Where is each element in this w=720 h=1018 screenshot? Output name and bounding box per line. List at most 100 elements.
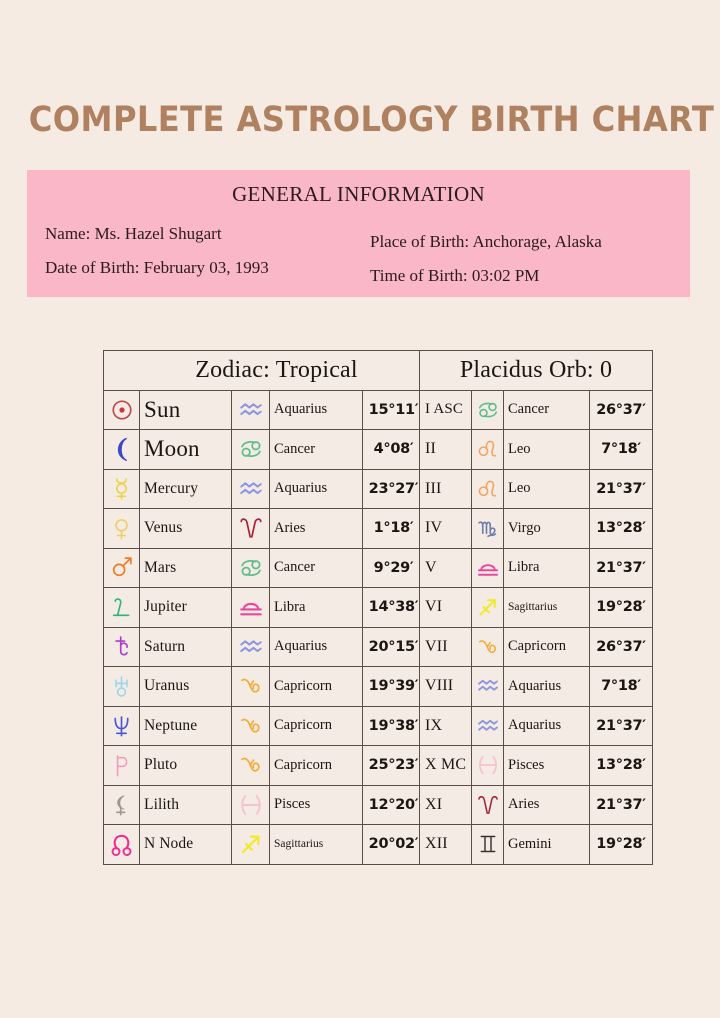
- house-number: XI: [419, 784, 472, 825]
- house-number: X MC: [419, 745, 472, 786]
- mars-symbol: [103, 547, 140, 588]
- lilith-symbol: [103, 784, 140, 825]
- place-of-birth-field: Place of Birth: Anchorage, Alaska: [370, 232, 602, 251]
- uranus-symbol: [103, 666, 140, 707]
- page-title: COMPLETE ASTROLOGY BIRTH CHART: [28, 100, 715, 140]
- planet-name: Sun: [139, 389, 232, 430]
- house-number: VII: [419, 626, 472, 667]
- table-row: Sun Aquarius 15°11′: [103, 389, 451, 430]
- house-number: V: [419, 547, 472, 588]
- north-node-symbol: [103, 824, 140, 865]
- moon-symbol: [103, 429, 140, 470]
- degree-value: 15°11′: [362, 389, 425, 430]
- zodiac-sign: Capricorn: [503, 626, 590, 667]
- degree-value: 19°39′: [362, 666, 425, 707]
- planet-name: Moon: [139, 429, 232, 470]
- time-of-birth-field: Time of Birth: 03:02 PM: [370, 266, 540, 285]
- zodiac-sign: Aquarius: [269, 389, 363, 430]
- zodiac-sign: Libra: [503, 547, 590, 588]
- degree-value: 13°28′: [588, 745, 654, 786]
- table-row: N Node Sagittarius 20°02′: [103, 824, 451, 865]
- planets-table: Zodiac: Tropical Sun Aquarius 15°11′ Moon Ca…: [102, 350, 451, 865]
- zodiac-sign: Sagittarius: [503, 587, 590, 628]
- neptune-symbol: [103, 705, 140, 746]
- leo-symbol: [471, 429, 504, 470]
- degree-value: 9°29′: [362, 547, 425, 588]
- degree-value: 1°18′: [362, 508, 425, 549]
- zodiac-sign: Aries: [269, 508, 363, 549]
- planet-name: Mercury: [139, 468, 232, 509]
- degree-value: 20°02′: [362, 824, 425, 865]
- virgo-symbol: [471, 508, 504, 549]
- aries-symbol: [231, 508, 270, 549]
- table-row: Mars Cancer 9°29′: [103, 547, 451, 588]
- house-number: IX: [419, 705, 472, 746]
- table-row: Moon Cancer 4°08′: [103, 429, 451, 470]
- jupiter-symbol: [103, 587, 140, 628]
- zodiac-sign: Capricorn: [269, 705, 363, 746]
- zodiac-sign: Pisces: [269, 784, 363, 825]
- zodiac-sign: Cancer: [269, 429, 363, 470]
- table-row: Venus Aries 1°18′: [103, 508, 451, 549]
- pisces-symbol: [471, 745, 504, 786]
- planet-name: Uranus: [139, 666, 232, 707]
- capricorn-symbol: [231, 745, 270, 786]
- zodiac-sign: Aries: [503, 784, 590, 825]
- degree-value: 19°28′: [588, 824, 654, 865]
- degree-value: 21°37′: [588, 705, 654, 746]
- capricorn-symbol: [231, 666, 270, 707]
- sun-symbol: [103, 389, 140, 430]
- table-row: VIII Aquarius 7°18′: [419, 666, 654, 707]
- table-row: IX Aquarius 21°37′: [419, 705, 654, 746]
- zodiac-sign: Virgo: [503, 508, 590, 549]
- house-number: VI: [419, 587, 472, 628]
- planet-name: Pluto: [139, 745, 232, 786]
- pisces-symbol: [231, 784, 270, 825]
- zodiac-sign: Aquarius: [503, 666, 590, 707]
- planet-name: Saturn: [139, 626, 232, 667]
- house-number: I ASC: [419, 389, 472, 430]
- degree-value: 19°38′: [362, 705, 425, 746]
- degree-value: 23°27′: [362, 468, 425, 509]
- table-row: II Leo 7°18′: [419, 429, 654, 470]
- degree-value: 25°23′: [362, 745, 425, 786]
- gemini-symbol: [471, 824, 504, 865]
- cancer-symbol: [231, 547, 270, 588]
- degree-value: 4°08′: [362, 429, 425, 470]
- zodiac-sign: Gemini: [503, 824, 590, 865]
- table-row: Pluto Capricorn 25°23′: [103, 745, 451, 786]
- zodiac-sign: Leo: [503, 468, 590, 509]
- house-number: III: [419, 468, 472, 509]
- table-row: V Libra 21°37′: [419, 547, 654, 588]
- table-row: Neptune Capricorn 19°38′: [103, 705, 451, 746]
- degree-value: 21°37′: [588, 468, 654, 509]
- degree-value: 20°15′: [362, 626, 425, 667]
- planet-name: Lilith: [139, 784, 232, 825]
- house-number: IV: [419, 508, 472, 549]
- planets-table-header: Zodiac: Tropical: [102, 350, 451, 391]
- aquarius-symbol: [231, 626, 270, 667]
- zodiac-sign: Capricorn: [269, 745, 363, 786]
- capricorn-symbol: [231, 705, 270, 746]
- zodiac-sign: Pisces: [503, 745, 590, 786]
- aquarius-symbol: [471, 705, 504, 746]
- zodiac-sign: Cancer: [503, 389, 590, 430]
- zodiac-sign: Sagittarius: [269, 824, 363, 865]
- table-row: VII Capricorn 26°37′: [419, 626, 654, 667]
- planet-name: N Node: [139, 824, 232, 865]
- table-row: Mercury Aquarius 23°27′: [103, 468, 451, 509]
- house-number: XII: [419, 824, 472, 865]
- houses-table: Placidus Orb: 0 I ASC Cancer 26°37′ II Leo 7°…: [418, 350, 654, 865]
- house-number: II: [419, 429, 472, 470]
- planet-name: Jupiter: [139, 587, 232, 628]
- general-information-panel: GENERAL INFORMATION Name: Ms. Hazel Shug…: [27, 170, 690, 297]
- zodiac-sign: Cancer: [269, 547, 363, 588]
- sagittarius-symbol: [471, 587, 504, 628]
- mercury-symbol: [103, 468, 140, 509]
- capricorn-symbol: [471, 626, 504, 667]
- table-row: IV Virgo 13°28′: [419, 508, 654, 549]
- leo-symbol: [471, 468, 504, 509]
- planet-name: Mars: [139, 547, 232, 588]
- cancer-symbol: [471, 389, 504, 430]
- cancer-symbol: [231, 429, 270, 470]
